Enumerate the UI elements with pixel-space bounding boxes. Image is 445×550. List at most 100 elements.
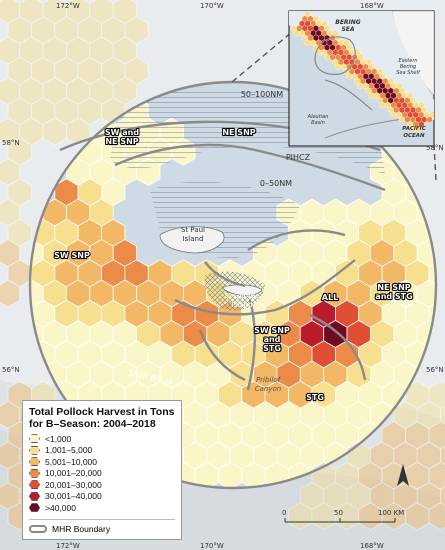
inset-pacific-2: OCEAN [403, 133, 425, 139]
harvest-hex [440, 486, 445, 506]
harvest-hex [381, 502, 406, 531]
harvest-hex [0, 239, 21, 267]
boundary-symbol-icon [29, 524, 47, 533]
harvest-hex [299, 482, 325, 510]
harvest-hex [19, 77, 44, 105]
legend-swatch [29, 468, 40, 478]
harvest-hex [416, 441, 442, 470]
harvest-hex [112, 0, 138, 24]
harvest-hex [101, 16, 126, 45]
harvest-hex [30, 97, 56, 126]
harvest-hex [77, 16, 102, 45]
inset-pacific-1: PACIFIC [402, 126, 426, 132]
harvest-hex [66, 0, 91, 24]
st-paul-island [159, 226, 225, 254]
harvest-hex [334, 502, 360, 531]
harvest-hex [66, 36, 91, 65]
harvest-hex [77, 56, 102, 85]
map-legend: Total Pollock Harvest in Tons for B–Seas… [22, 400, 182, 540]
legend-class-label: 30,001–40,000 [45, 491, 102, 502]
harvest-hex [19, 36, 44, 65]
legend-class-label: >40,000 [45, 502, 76, 513]
inset-harvest-hex [398, 116, 405, 123]
legend-class: 10,001–20,000 [29, 468, 175, 480]
legend-class-label: 1,001–5,000 [45, 445, 93, 456]
harvest-hex [0, 117, 21, 146]
harvest-hex [7, 16, 32, 45]
harvest-hex [288, 502, 313, 531]
harvest-hex [381, 421, 406, 450]
legend-swatch [29, 503, 40, 513]
harvest-hex [0, 198, 21, 227]
inset-harvest-hex [426, 116, 433, 123]
harvest-hex [369, 482, 395, 510]
harvest-hex [0, 279, 21, 308]
harvest-hex [0, 36, 21, 65]
legend-class: 20,001–30,000 [29, 479, 175, 491]
inset-eastern-shelf-2: Bering [400, 64, 416, 70]
harvest-hex [42, 36, 67, 65]
legend-mhr-label: MHR Boundary [52, 523, 111, 534]
st-george-island [221, 284, 263, 296]
legend-class: <1,000 [29, 433, 175, 445]
zone-sw-ne-snp-2: NE SNP [105, 137, 138, 146]
harvest-hex [89, 0, 114, 24]
harvest-hex [30, 16, 56, 45]
legend-class: >40,000 [29, 502, 175, 514]
inset-harvest-hex [357, 82, 364, 90]
graticule-top-170: 170°W [200, 2, 224, 10]
label-0-50nm: 0–50NM [260, 179, 292, 188]
legend-swatch [29, 457, 40, 467]
harvest-hex [428, 380, 445, 409]
harvest-hex [428, 502, 445, 531]
scale-label-0: 0 [282, 509, 286, 517]
harvest-hex [416, 401, 442, 429]
harvest-hex [0, 482, 21, 510]
scale-label-50: 50 [334, 509, 343, 517]
harvest-hex [358, 461, 383, 490]
harvest-hex [42, 77, 67, 105]
harvest-hex [393, 441, 418, 470]
harvest-hex [77, 97, 102, 126]
inset-aleutian-basin-1: Aleutian [307, 114, 329, 120]
zone-sw-snp-stg-2: and [264, 335, 281, 344]
inset-harvest-hex [293, 29, 300, 37]
harvest-hex [0, 401, 21, 429]
harvest-hex [7, 56, 32, 85]
harvest-hex [112, 77, 138, 105]
harvest-hex [428, 461, 445, 490]
zone-stg: STG [306, 393, 324, 402]
harvest-hex [311, 502, 336, 531]
harvest-hex [124, 56, 149, 85]
harvest-hex [7, 97, 32, 126]
harvest-hex [66, 77, 91, 105]
harvest-hex [440, 405, 445, 425]
label-st-george-2: Island [232, 301, 253, 309]
zone-sw-snp: SW SNP [54, 251, 90, 260]
harvest-hex [405, 502, 430, 531]
zone-ne-snp-stg-1: NE SNP [377, 283, 410, 292]
graticule-top-168: 168°W [360, 2, 384, 10]
inset-harvest-hex [379, 101, 386, 109]
label-st-george-1: St George [225, 292, 260, 300]
harvest-hex [89, 77, 114, 105]
harvest-hex [428, 421, 445, 450]
inset-bering-sea-2: SEA [341, 26, 354, 33]
inset-bering-sea-1: BERING [335, 19, 361, 26]
inset-harvest-hex [335, 63, 342, 71]
harvest-hex [0, 0, 21, 24]
harvest-hex [416, 482, 442, 510]
label-pribilof-canyon-1: Pribilof [256, 376, 282, 384]
harvest-hex [42, 0, 67, 24]
harvest-hex [124, 16, 149, 45]
legend-class: 30,001–40,000 [29, 491, 175, 503]
legend-class: 5,001–10,000 [29, 456, 175, 468]
harvest-hex [7, 218, 32, 247]
harvest-hex [0, 441, 21, 470]
scale-label-100: 100 KM [378, 509, 404, 517]
harvest-hex [346, 482, 371, 510]
label-st-paul-1: St Paul [181, 226, 205, 234]
harvest-hex [369, 441, 395, 470]
harvest-hex [54, 97, 79, 126]
legend-title: Total Pollock Harvest in Tons for B–Seas… [29, 406, 175, 430]
